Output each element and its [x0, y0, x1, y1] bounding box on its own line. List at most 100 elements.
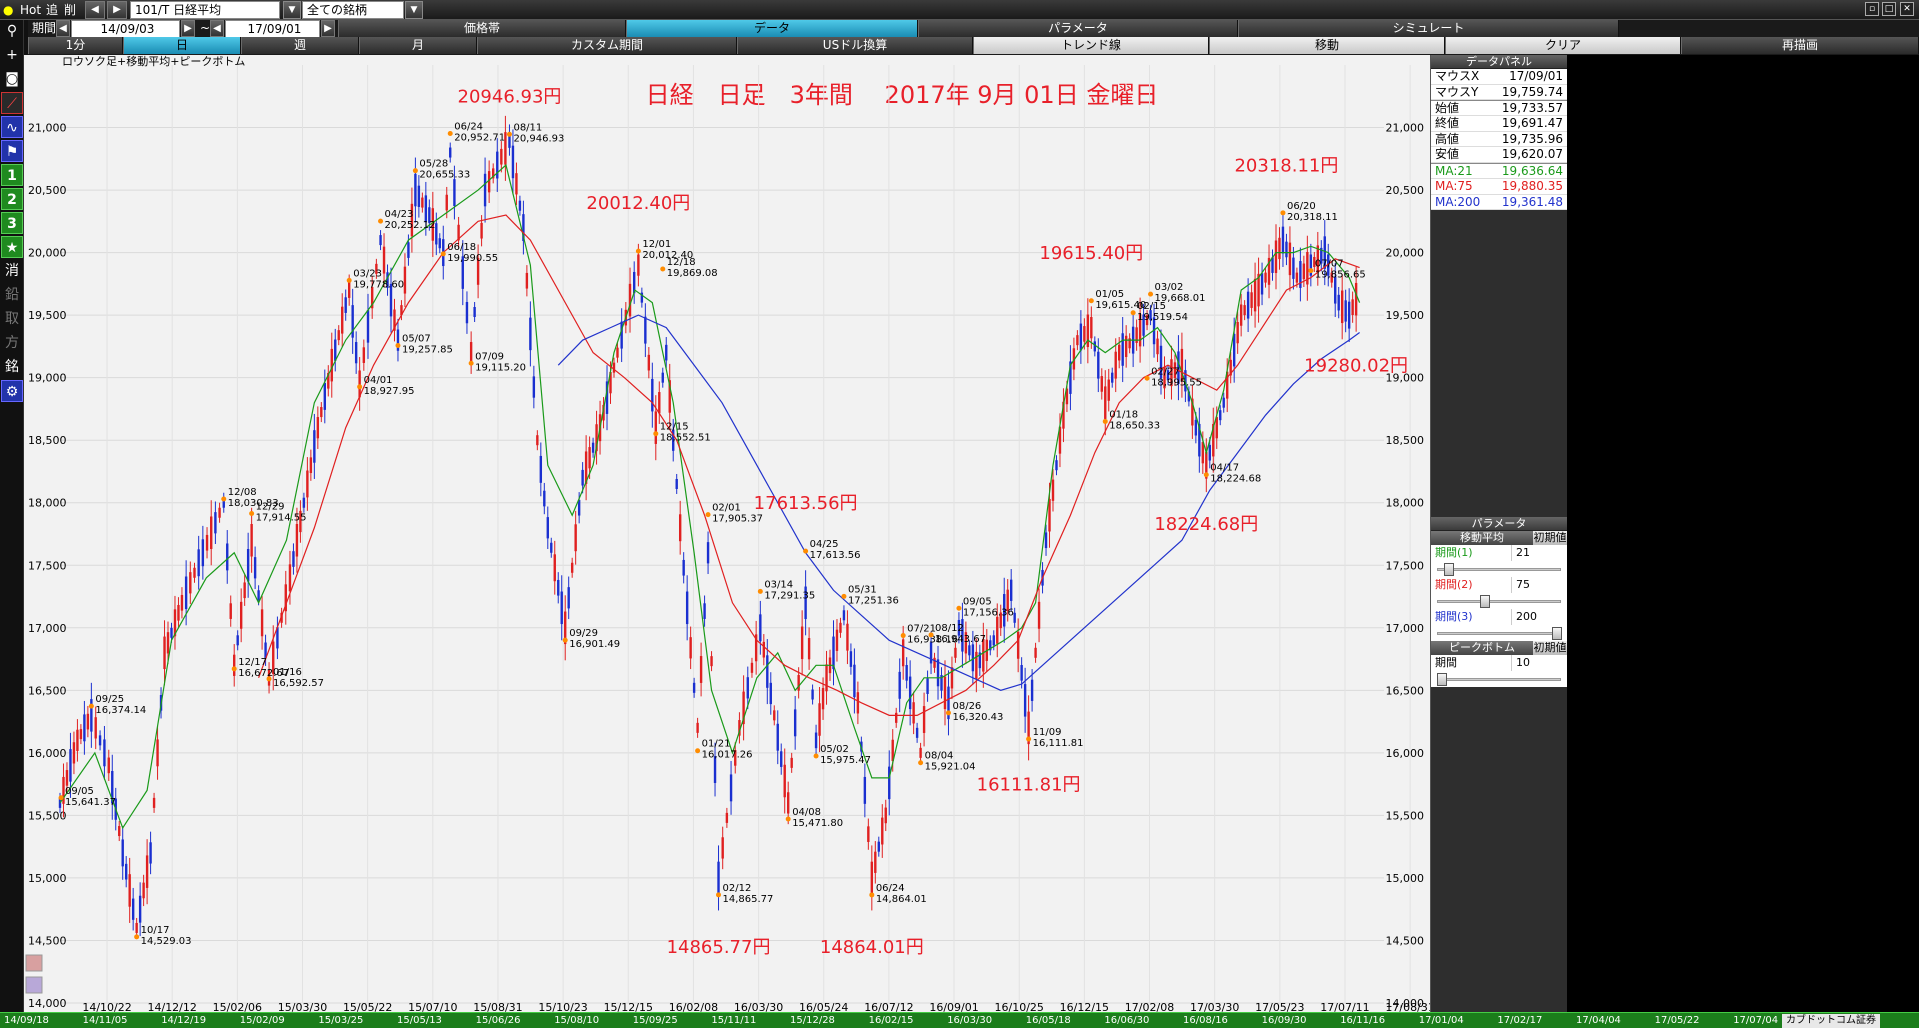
price-chart[interactable]: ロウソク足+移動平均+ピークボトム 日経 日足 3年間 2017年 9月 01日…: [24, 55, 1430, 1013]
star-icon[interactable]: ★: [1, 236, 23, 258]
candle-body: [1278, 237, 1281, 260]
candle-body: [445, 194, 448, 211]
chart-thumbnail-icon[interactable]: [25, 954, 43, 972]
y-tick-label: 20,500: [28, 184, 67, 197]
chevron-down-icon[interactable]: ▼: [283, 1, 301, 19]
peak-value-label: 15,641.37: [65, 797, 116, 808]
candle-body: [125, 863, 128, 880]
y-tick-label: 18,500: [28, 434, 67, 447]
btn-redraw[interactable]: 再描画: [1681, 37, 1919, 54]
tab-simulate[interactable]: シミュレート: [1238, 20, 1619, 37]
ma-period-slider[interactable]: [1431, 561, 1567, 577]
btn-trendline[interactable]: トレンド線: [973, 37, 1209, 54]
candle-body: [1177, 351, 1180, 384]
candle-body: [658, 392, 661, 414]
y-tick-label: 16,000: [28, 747, 67, 760]
candle-body: [1320, 247, 1323, 264]
x-tick-label: 15/03/30: [278, 1001, 327, 1013]
peak-period-input[interactable]: 10: [1511, 655, 1567, 672]
preset-3-button[interactable]: 3: [1, 212, 23, 234]
pencil-button[interactable]: 鉛: [5, 287, 19, 303]
candle-body: [246, 549, 250, 582]
close-icon[interactable]: ✕: [1900, 2, 1914, 16]
date-axis-label: 16/09/30: [1261, 1015, 1307, 1026]
ma-period-input[interactable]: 75: [1511, 577, 1567, 594]
ma-period-input[interactable]: 21: [1511, 545, 1567, 562]
candle-body: [766, 655, 769, 688]
camera-icon[interactable]: ◙: [5, 71, 19, 87]
date-from-field[interactable]: 14/09/03: [71, 20, 180, 38]
erase-button[interactable]: 消: [5, 263, 19, 279]
bulb-icon[interactable]: ●: [3, 3, 14, 17]
crosshair-icon[interactable]: +: [6, 47, 18, 63]
gear-icon[interactable]: ⚙: [1, 380, 23, 402]
maximize-icon[interactable]: □: [1882, 2, 1896, 16]
prev-icon[interactable]: ◀: [85, 1, 105, 19]
candle-body: [1292, 257, 1295, 279]
btn-clear[interactable]: クリア: [1445, 37, 1681, 54]
candle-body: [239, 601, 243, 629]
candle-body: [672, 429, 675, 451]
btn-move[interactable]: 移動: [1209, 37, 1445, 54]
candle-body: [243, 582, 246, 599]
preset-2-button[interactable]: 2: [1, 188, 23, 210]
candle-body: [375, 263, 378, 274]
universe-field[interactable]: 全ての銘柄: [302, 1, 404, 19]
peak-value-label: 19,778.60: [353, 279, 404, 290]
candle-body: [1173, 362, 1177, 378]
chart-thumbnail-icon[interactable]: [25, 976, 43, 994]
candle-body: [229, 603, 232, 619]
tab-price-band[interactable]: 価格帯: [338, 20, 626, 37]
candle-body: [1118, 344, 1121, 361]
prev-date-icon[interactable]: ◀: [210, 20, 224, 37]
btn-1min[interactable]: 1分: [28, 37, 123, 54]
preset-1-button[interactable]: 1: [1, 164, 23, 186]
restore-icon[interactable]: ▫: [1865, 2, 1879, 16]
fetch-button[interactable]: 取: [5, 311, 19, 327]
delete-button[interactable]: 削: [64, 3, 77, 17]
direction-button[interactable]: 方: [5, 335, 19, 351]
candle-body: [83, 714, 86, 742]
ticker-field[interactable]: 101/T 日経平均: [130, 1, 280, 19]
btn-usd-convert[interactable]: USドル換算: [737, 37, 973, 54]
candle-body: [975, 651, 978, 679]
btn-daily[interactable]: 日: [123, 37, 241, 54]
peak-value-label: 18,650.33: [1109, 420, 1160, 431]
reset-ma-button[interactable]: 初期値: [1533, 531, 1567, 546]
price-annotation: 19280.02円: [1304, 355, 1408, 376]
ma-period-slider[interactable]: [1431, 625, 1567, 641]
chevron-down-icon[interactable]: ▼: [405, 1, 423, 19]
date-axis-label: 15/06/26: [475, 1015, 521, 1026]
candle-body: [557, 579, 560, 596]
search-icon[interactable]: ⚲: [6, 23, 18, 39]
candle-body: [898, 671, 901, 699]
btn-monthly[interactable]: 月: [359, 37, 477, 54]
peak-period-slider[interactable]: [1431, 671, 1567, 687]
tab-data[interactable]: データ: [626, 20, 918, 37]
candle-body: [787, 792, 790, 814]
ma-period-slider[interactable]: [1431, 593, 1567, 609]
candle-body: [814, 732, 818, 749]
add-button[interactable]: 追: [46, 3, 59, 17]
next-date-icon[interactable]: ▶: [321, 20, 335, 37]
candle-body: [950, 667, 954, 689]
peak-date-label: 08/12: [935, 623, 964, 634]
next-date-icon[interactable]: ▶: [181, 20, 195, 37]
line-chart-icon[interactable]: ⟋: [1, 92, 23, 114]
btn-custom-period[interactable]: カスタム期間: [477, 37, 737, 54]
next-icon[interactable]: ▶: [107, 1, 127, 19]
indicator-icon[interactable]: ∿: [1, 116, 23, 138]
candle-body: [682, 559, 685, 576]
reset-peak-button[interactable]: 初期値: [1533, 641, 1567, 656]
ma-period-input[interactable]: 200: [1511, 609, 1567, 626]
tab-parameter[interactable]: パラメータ: [918, 20, 1238, 37]
btn-weekly[interactable]: 週: [241, 37, 359, 54]
symbol-button[interactable]: 銘: [5, 359, 19, 375]
date-to-field[interactable]: 17/09/01: [225, 20, 320, 38]
data-panel: データパネル マウスX 17/09/01 マウスY 19,759.74 始値 19,733…: [1430, 55, 1567, 1013]
hot-button[interactable]: Hot: [20, 3, 42, 17]
prev-date-icon[interactable]: ◀: [56, 20, 70, 37]
flag-icon[interactable]: ⚑: [1, 140, 23, 162]
candle-body: [1006, 589, 1009, 611]
candle-body: [1226, 371, 1229, 399]
